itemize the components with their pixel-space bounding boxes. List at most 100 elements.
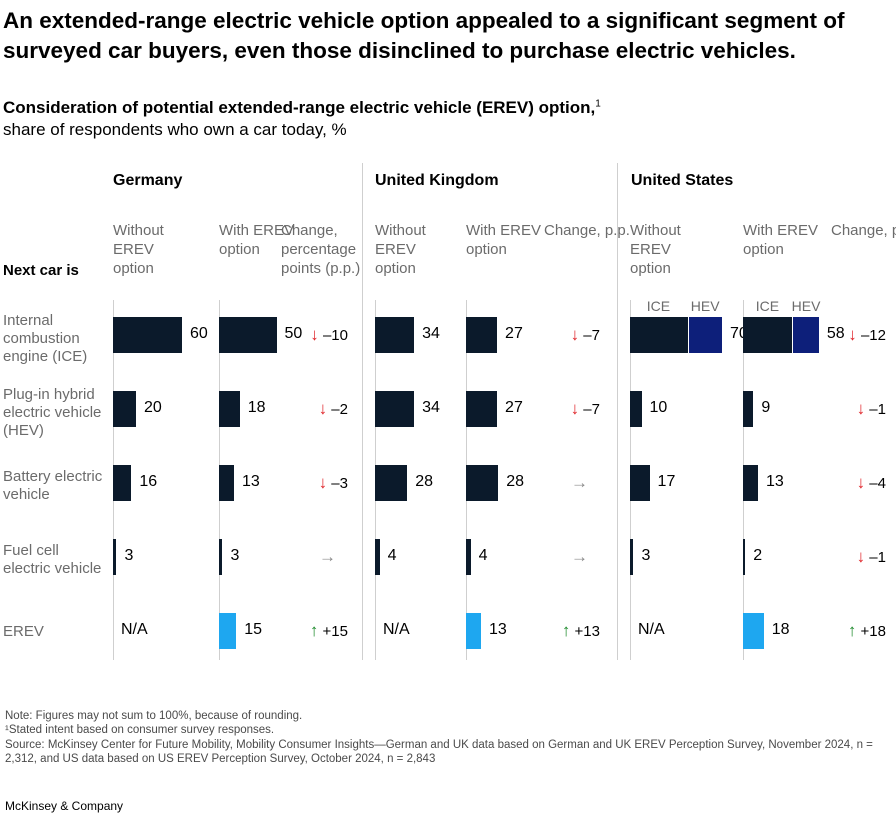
value-united-states-with-1: 9 [761,399,771,416]
value-germany-without-3: 3 [124,547,134,564]
brand-logo: McKinsey & Company [5,799,124,813]
value-united-states-without-1: 10 [649,399,668,416]
arrow-down-icon: ↓ [856,473,866,492]
value-united-states-with-2: 13 [765,473,784,490]
col-header-germany-0: Without EREV option [113,222,164,277]
bar-united-states-without-3 [630,539,634,575]
value-united-kingdom-with-0: 27 [505,325,523,342]
change-united-states-1: ↓ –1 [857,399,886,419]
arrow-down-icon: ↓ [318,473,328,492]
gridline-united-states-0 [617,163,618,660]
bar-germany-with-1 [219,391,240,427]
change-value: –12 [856,327,886,344]
row-label-fuel-cell-electric-vehicle: Fuel cell electric vehicle [3,542,102,577]
bar-united-kingdom-with-4 [466,613,481,649]
change-germany-1: ↓ –2 [319,399,348,419]
bar-germany-with-4 [219,613,237,649]
arrow-down-icon: ↓ [318,399,328,418]
arrow-up-icon: ↑ [309,621,319,640]
bar-united-kingdom-with-1 [466,391,498,427]
bar-united-states-with-2 [743,465,758,501]
change-value: –4 [865,475,886,492]
row-label-internal-combustion-engine-ice: Internal combustion engine (ICE) [3,312,88,365]
change-value: +18 [856,623,886,640]
chart-unit: share of respondents who own a car today… [3,120,347,139]
value-united-kingdom-with-4: 13 [488,621,507,638]
footnote-marker: 1 [595,98,601,110]
bar-united-states-without-2 [630,465,650,501]
change-value: –10 [318,327,348,344]
chart-subtitle: Consideration of potential extended-rang… [3,98,601,118]
bar-germany-with-3 [219,539,223,575]
row-label-erev: EREV [3,623,44,640]
bar-germany-without-0 [113,317,182,353]
bar-united-states-with-1 [743,391,754,427]
bar-germany-without-1 [113,391,136,427]
value-united-kingdom-without-0: 34 [422,325,440,342]
change-united-states-3: ↓ –1 [857,547,886,567]
value-germany-without-1: 20 [144,399,162,416]
bar-united-states-with-hev-segment [792,317,819,353]
value-germany-with-2: 13 [241,473,260,490]
change-united-kingdom-1: ↓ –7 [571,399,600,419]
bar-united-kingdom-without-2 [375,465,408,501]
col-header-united-kingdom-0: Without EREV option [375,222,426,277]
row-label-battery-electric-vehicle: Battery electric vehicle [3,468,103,503]
bar-united-kingdom-with-3 [466,539,471,575]
bar-united-kingdom-with-2 [466,465,499,501]
na-united-states-4: N/A [638,621,665,638]
value-united-kingdom-with-1: 27 [505,399,523,416]
arrow-down-icon: ↓ [570,325,580,344]
bar-united-kingdom-with-0 [466,317,498,353]
change-value: +13 [570,623,600,640]
value-united-kingdom-without-3: 4 [387,547,397,564]
value-germany-with-3: 3 [230,547,240,564]
note-text: Note: Figures may not sum to 100%, becau… [5,710,303,722]
value-united-states-without-2: 17 [657,473,676,490]
change-united-kingdom-4: ↑ +13 [562,621,600,641]
change-value: –7 [579,401,600,418]
source-text: Source: McKinsey Center for Future Mobil… [5,739,873,765]
value-germany-with-4: 15 [244,621,263,638]
headline: An extended-range electric vehicle optio… [3,8,845,63]
value-united-states-without-3: 3 [641,547,651,564]
col-header-united-kingdom-2: Change, p.p. [544,222,630,239]
bar-germany-with-2 [219,465,234,501]
bar-united-states-without-hev-segment [687,317,722,353]
change-germany-2: ↓ –3 [319,473,348,493]
change-value: –2 [327,401,348,418]
na-germany-4: N/A [121,621,148,638]
change-value: –7 [579,327,600,344]
bar-germany-without-3 [113,539,117,575]
value-united-kingdom-without-1: 34 [422,399,440,416]
arrow-down-icon: ↓ [856,399,866,418]
change-value: –3 [327,475,348,492]
change-united-kingdom-3: → [571,547,588,567]
col-header-united-states-1: With EREV option [743,222,819,258]
col-header-united-states-2: Change, p.p. [831,222,896,239]
change-value: –1 [865,549,886,566]
change-value: –1 [865,401,886,418]
arrow-up-icon: ↑ [847,621,857,640]
value-germany-with-0: 50 [284,325,303,342]
arrow-right-icon: → [319,547,336,566]
value-united-states-with-3: 2 [753,547,763,564]
seg-label-united-states-without-ice: ICE [646,298,671,314]
change-value: +15 [318,623,348,640]
bar-united-kingdom-without-1 [375,391,415,427]
country-title-united-kingdom: United Kingdom [375,172,499,189]
col-header-united-kingdom-1: With EREV option [466,222,542,258]
seg-label-united-states-with-ice: ICE [755,298,780,314]
value-united-kingdom-without-2: 28 [415,473,433,490]
value-united-states-with-0: 58 [826,325,845,342]
col-header-germany-1: With EREV option [219,222,295,258]
change-united-states-4: ↑ +18 [848,621,886,641]
bar-germany-with-0 [219,317,277,353]
arrow-right-icon: → [571,473,588,492]
arrow-up-icon: ↑ [561,621,571,640]
footnote-1: ¹Stated intent based on consumer survey … [5,724,275,736]
arrow-down-icon: ↓ [856,547,866,566]
value-united-states-with-4: 18 [771,621,790,638]
country-title-germany: Germany [113,172,183,189]
col-header-united-states-0: Without EREV option [630,222,681,277]
